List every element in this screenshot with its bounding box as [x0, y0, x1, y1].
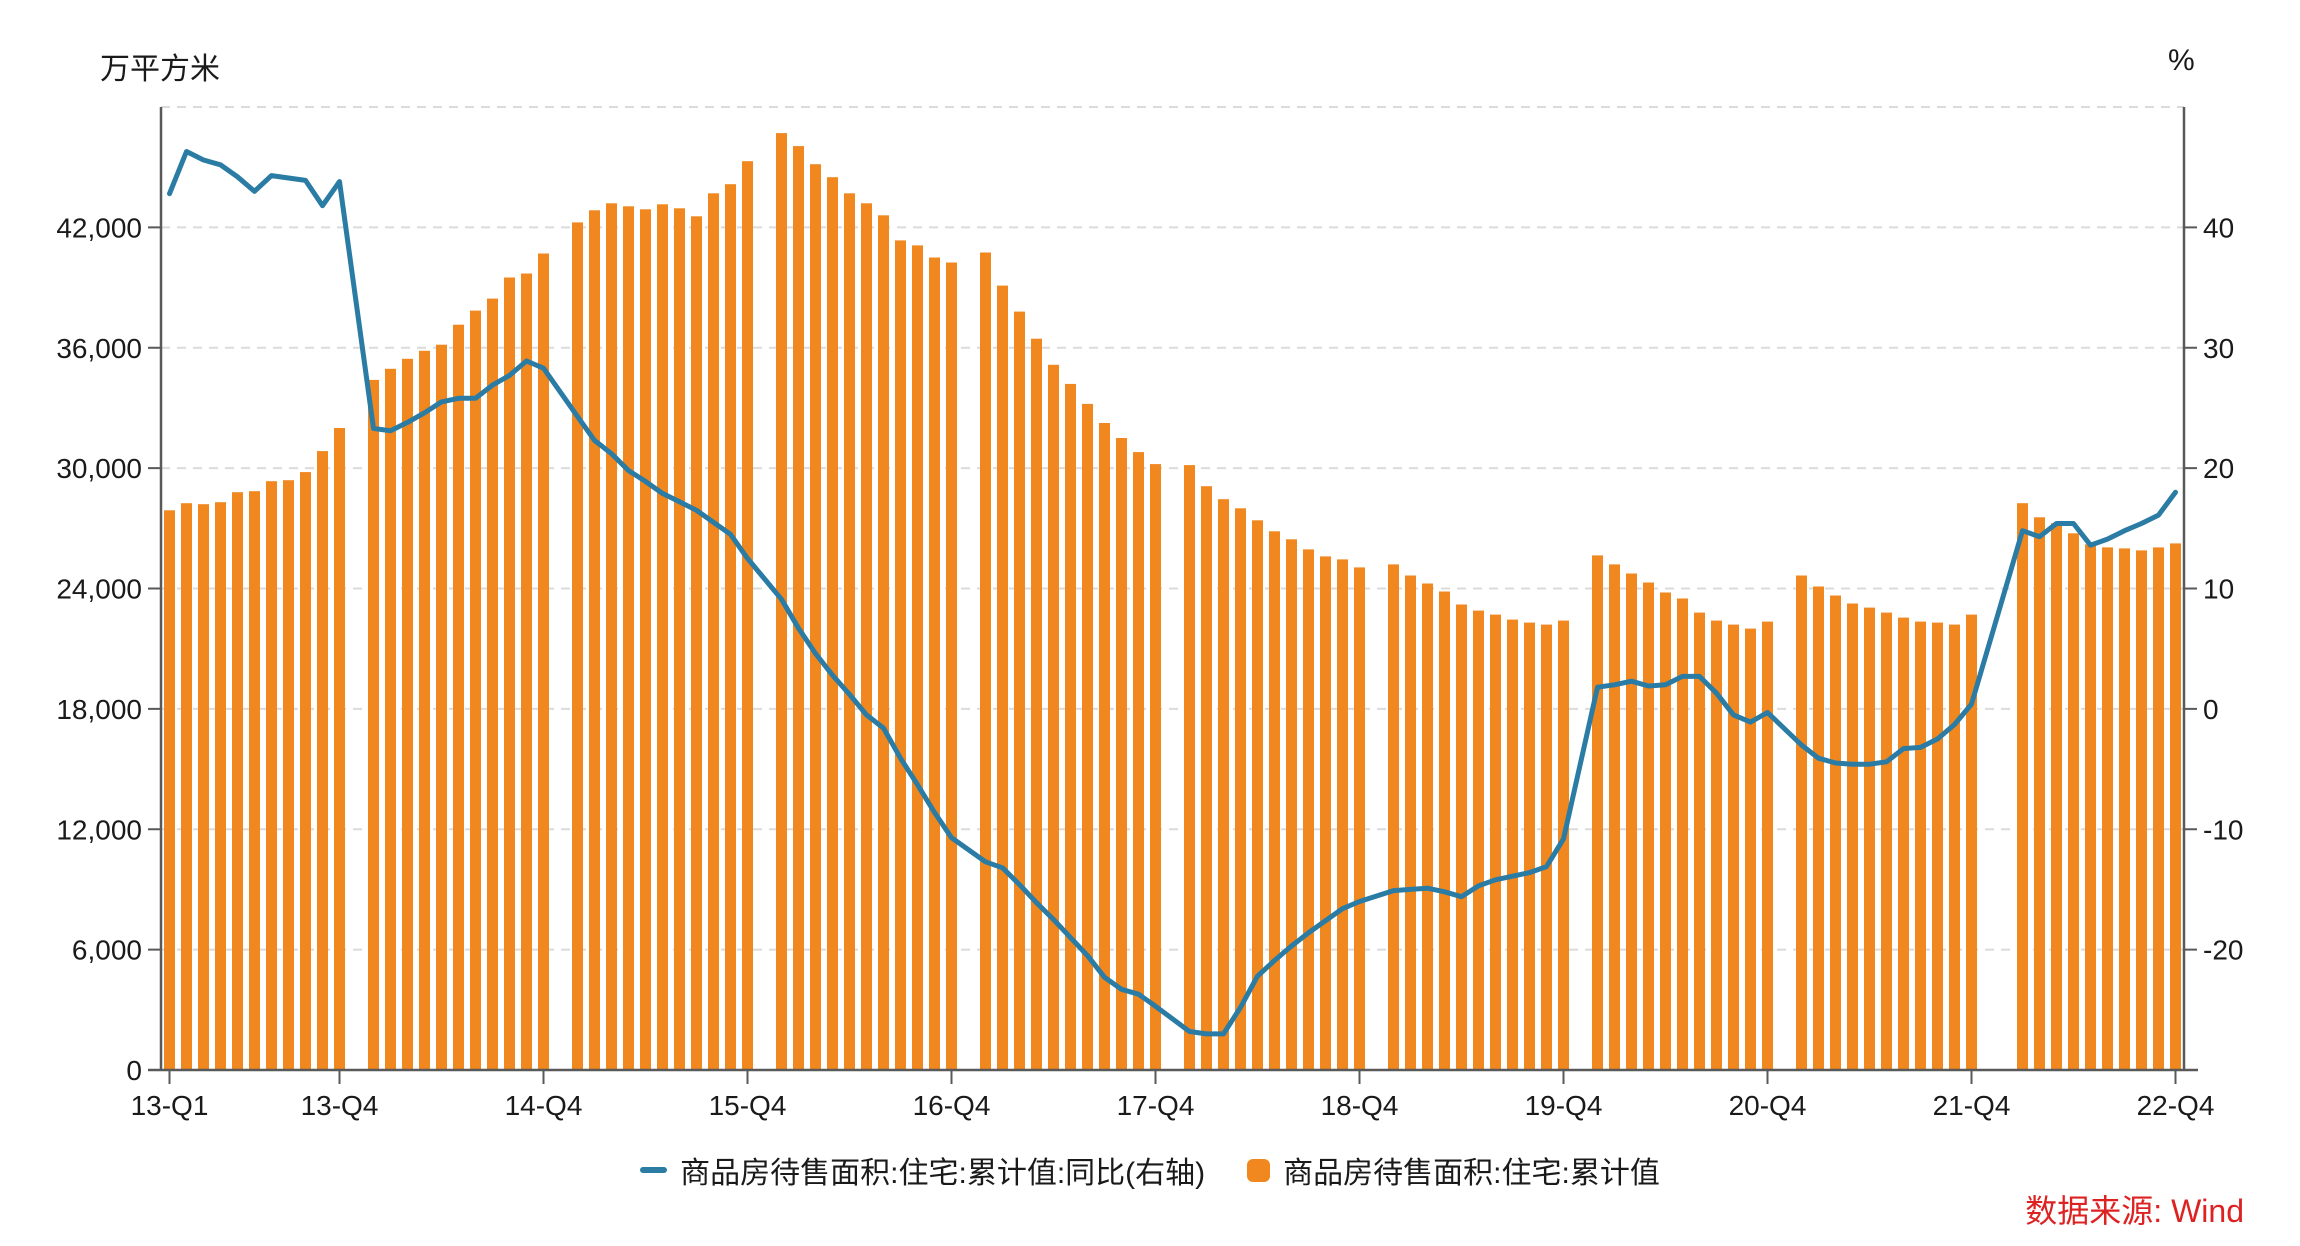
svg-text:13-Q4: 13-Q4 — [301, 1090, 379, 1121]
chart-legend: 商品房待售面积:住宅:累计值:同比(右轴) 商品房待售面积:住宅:累计值 — [0, 1148, 2300, 1192]
right-axis-labels: -20 -10 0 10 20 30 40 — [2184, 212, 2243, 966]
svg-text:16-Q4: 16-Q4 — [913, 1090, 991, 1121]
yoy-trend-line — [167, 149, 2178, 1037]
bar-swatch-icon — [1247, 1158, 1271, 1182]
svg-text:0: 0 — [126, 1055, 142, 1086]
svg-text:18,000: 18,000 — [56, 694, 142, 725]
svg-text:18-Q4: 18-Q4 — [1321, 1090, 1399, 1121]
svg-text:-10: -10 — [2203, 814, 2243, 845]
legend-label: 商品房待售面积:住宅:累计值 — [1283, 1157, 1660, 1190]
svg-text:30,000: 30,000 — [56, 453, 142, 484]
svg-text:20-Q4: 20-Q4 — [1729, 1090, 1807, 1121]
svg-text:22-Q4: 22-Q4 — [2137, 1090, 2215, 1121]
svg-text:6,000: 6,000 — [72, 935, 142, 966]
data-source-note: 数据来源: Wind — [2025, 1193, 2244, 1229]
svg-text:17-Q4: 17-Q4 — [1117, 1090, 1195, 1121]
svg-text:42,000: 42,000 — [56, 212, 142, 243]
svg-text:12,000: 12,000 — [56, 814, 142, 845]
x-axis-labels: 13-Q1 13-Q4 14-Q4 15-Q4 16-Q4 17-Q4 18-Q4 19-Q4… — [131, 1070, 2215, 1121]
svg-text:21-Q4: 21-Q4 — [1933, 1090, 2011, 1121]
svg-text:0: 0 — [2203, 694, 2219, 725]
svg-text:14-Q4: 14-Q4 — [505, 1090, 583, 1121]
svg-text:36,000: 36,000 — [56, 333, 142, 364]
svg-text:10: 10 — [2203, 574, 2234, 605]
gridlines — [161, 106, 2184, 951]
svg-text:40: 40 — [2203, 212, 2234, 243]
svg-text:15-Q4: 15-Q4 — [709, 1090, 787, 1121]
svg-text:24,000: 24,000 — [56, 574, 142, 605]
legend-label: 商品房待售面积:住宅:累计值:同比(右轴) — [680, 1157, 1206, 1190]
svg-text:19-Q4: 19-Q4 — [1525, 1090, 1603, 1121]
svg-text:-20: -20 — [2203, 935, 2243, 966]
svg-text:13-Q1: 13-Q1 — [131, 1090, 209, 1121]
svg-text:30: 30 — [2203, 333, 2234, 364]
bar-series-residential-floorspace — [164, 133, 2181, 1071]
svg-text:20: 20 — [2203, 453, 2234, 484]
legend-item-yoy-line: 商品房待售面积:住宅:累计值:同比(右轴) — [640, 1148, 1205, 1192]
left-axis-unit-label: 万平方米 — [100, 53, 220, 86]
right-axis-unit-label: % — [2168, 44, 2195, 77]
line-swatch-icon — [640, 1167, 668, 1173]
left-axis-labels: 0 6,000 12,000 18,000 24,000 30,000 36,000 42,0… — [56, 212, 161, 1086]
legend-item-cumulative-bars: 商品房待售面积:住宅:累计值 — [1247, 1148, 1660, 1192]
